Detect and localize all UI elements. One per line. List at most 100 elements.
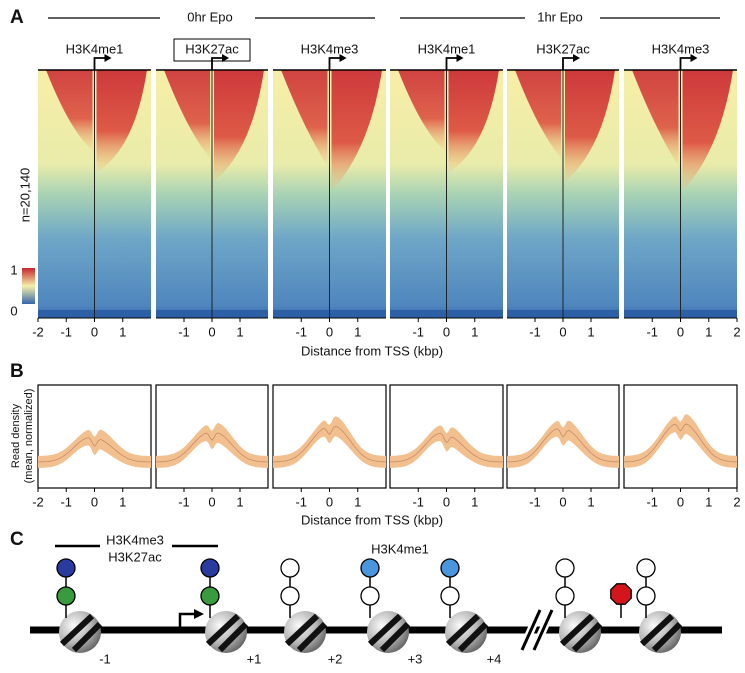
profile-band — [273, 416, 386, 468]
break — [520, 609, 554, 651]
x-tick-label: 1 — [354, 324, 361, 339]
profile-band — [156, 423, 268, 468]
panel-label: A — [10, 7, 24, 28]
tss-arrow — [178, 612, 196, 630]
chart-title: H3K4me3 — [652, 41, 710, 56]
heatmap-signal — [632, 70, 679, 166]
dna-wrap — [639, 613, 675, 647]
x-tick-label: 0 — [559, 324, 566, 339]
histone-mark — [200, 586, 220, 606]
x-tick-label: -1 — [646, 494, 658, 509]
tss-arrowhead — [456, 54, 464, 62]
tss-arrowhead — [194, 609, 204, 619]
dna-wrap — [379, 621, 411, 653]
x-tick-label: 0 — [443, 324, 450, 339]
profile-band — [390, 425, 503, 468]
x-tick-label: 1 — [471, 324, 478, 339]
x-tick-label: 1 — [354, 494, 361, 509]
heatmap-signal — [331, 70, 382, 192]
nucleosome-label: +1 — [247, 651, 262, 666]
histone-mark — [200, 558, 220, 578]
stop-mark — [610, 583, 632, 605]
histone-mark — [636, 558, 656, 578]
chart-title: H3K27ac — [536, 41, 590, 56]
histone-mark — [360, 586, 380, 606]
x-tick-label: 0 — [208, 324, 215, 339]
histone-mark — [56, 586, 76, 606]
profile-line — [156, 432, 268, 463]
x-tick-label: -2 — [32, 324, 44, 339]
x-tick-label: 1 — [587, 324, 594, 339]
x-tick-label: 2 — [733, 494, 740, 509]
x-tick-label: 2 — [733, 324, 740, 339]
dna-wrap — [559, 613, 595, 647]
x-tick-label: 0 — [91, 324, 98, 339]
chart-title: H3K27ac — [185, 41, 239, 56]
colorbar — [22, 268, 35, 304]
nucleosome-label: +4 — [487, 651, 502, 666]
diagram-label: H3K4me3 — [106, 532, 164, 547]
colorbar-label: 0 — [10, 303, 17, 318]
profile-band — [624, 414, 737, 468]
x-tick-label: 1 — [705, 494, 712, 509]
chart-title: H3K4me1 — [66, 41, 124, 56]
x-tick-label: -1 — [412, 494, 424, 509]
x-tick-label: 0 — [443, 494, 450, 509]
x-tick-label: 0 — [559, 494, 566, 509]
profile-line — [38, 437, 151, 463]
tss-arrowhead — [573, 54, 580, 62]
diagram-label: H3K4me1 — [371, 541, 429, 556]
dna-wrap — [651, 621, 683, 653]
x-tick-label: 0 — [208, 494, 215, 509]
heatmap-signal — [565, 70, 615, 182]
tss-arrow — [211, 57, 224, 70]
x-tick-label: 1 — [119, 324, 126, 339]
histone-mark — [440, 586, 460, 606]
heatmap-signal — [164, 70, 210, 159]
x-tick-label: 0 — [91, 494, 98, 509]
tss-arrow — [562, 57, 575, 70]
dna-wrap — [571, 621, 603, 653]
histone-mark — [555, 586, 575, 606]
x-tick-label: -1 — [412, 324, 424, 339]
y-axis-label: (mean, normalized) — [23, 389, 35, 484]
histone-mark — [280, 586, 300, 606]
histone-mark — [280, 558, 300, 578]
histone-mark — [360, 558, 380, 578]
x-tick-label: 1 — [705, 324, 712, 339]
x-tick-label: 0 — [326, 324, 333, 339]
dna-wrap — [71, 621, 103, 653]
x-tick-label: 0 — [326, 494, 333, 509]
x-tick-label: 1 — [236, 494, 243, 509]
x-axis-label: Distance from TSS (kbp) — [301, 512, 443, 527]
condition-label: 1hr Epo — [537, 9, 583, 24]
heatmap-signal — [281, 70, 328, 166]
histone-mark — [56, 558, 76, 578]
tss-arrow — [445, 57, 459, 70]
diagram-label: H3K27ac — [108, 549, 162, 564]
x-tick-label: -1 — [295, 494, 307, 509]
tss-arrowhead — [690, 54, 698, 62]
heatmap-signal — [96, 70, 147, 172]
x-tick-label: -2 — [32, 494, 44, 509]
y-axis-label: Read density — [10, 403, 22, 468]
plot-frame — [37, 384, 152, 489]
dna-wrap — [217, 621, 249, 653]
x-tick-label: 1 — [587, 494, 594, 509]
x-tick-label: -1 — [295, 324, 307, 339]
heatmap-signal — [398, 70, 445, 151]
nucleosome-label: +3 — [408, 651, 423, 666]
x-axis-label: Distance from TSS (kbp) — [301, 343, 443, 358]
histone-mark — [636, 586, 656, 606]
tss-arrowhead — [104, 54, 112, 62]
tss-arrowhead — [222, 54, 229, 62]
x-tick-label: -1 — [60, 494, 72, 509]
condition-label: 0hr Epo — [187, 9, 233, 24]
histone-mark — [555, 558, 575, 578]
title-box — [173, 38, 251, 62]
profile-line — [507, 428, 619, 463]
dna-wrap — [284, 613, 320, 647]
x-tick-label: 1 — [471, 494, 478, 509]
tss-arrowhead — [339, 54, 347, 62]
profile-band — [507, 420, 619, 468]
